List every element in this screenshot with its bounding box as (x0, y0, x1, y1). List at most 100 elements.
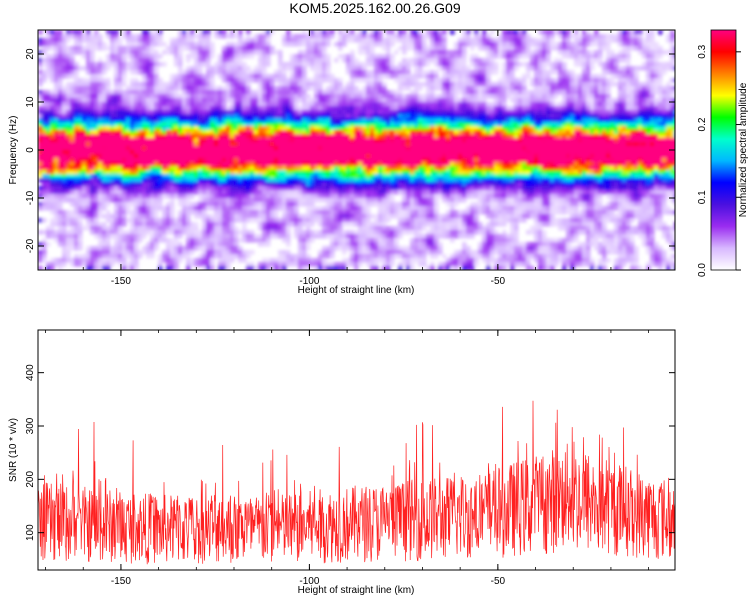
heatmap-cell (350, 58, 355, 63)
heatmap-cell (642, 134, 647, 139)
heatmap-cell (446, 146, 451, 151)
heatmap-cell (502, 90, 507, 95)
heatmap-cell (418, 158, 423, 163)
heatmap-cell (302, 62, 307, 67)
heatmap-cell (254, 46, 259, 51)
heatmap-cell (538, 90, 543, 95)
heatmap-cell (522, 146, 527, 151)
heatmap-cell (602, 90, 607, 95)
heatmap-cell (398, 82, 403, 87)
heatmap-cell (434, 114, 439, 119)
heatmap-cell (578, 74, 583, 79)
heatmap-cell (58, 126, 63, 131)
heatmap-cell (142, 162, 147, 167)
heatmap-cell (78, 50, 83, 55)
heatmap-cell (134, 154, 139, 159)
heatmap-cell (150, 102, 155, 107)
heatmap-cell (530, 118, 535, 123)
heatmap-cell (474, 62, 479, 67)
heatmap-cell (506, 94, 511, 99)
heatmap-cell (234, 166, 239, 171)
heatmap-cell (642, 154, 647, 159)
heatmap-cell (102, 134, 107, 139)
heatmap-cell (102, 118, 107, 123)
heatmap-cell (546, 138, 551, 143)
heatmap-cell (274, 50, 279, 55)
heatmap-cell (106, 114, 111, 119)
heatmap-cell (190, 146, 195, 151)
heatmap-cell (50, 122, 55, 127)
heatmap-cell (110, 146, 115, 151)
heatmap-cell (102, 146, 107, 151)
heatmap-cell (282, 82, 287, 87)
heatmap-cell (358, 106, 363, 111)
heatmap-cell (354, 126, 359, 131)
heatmap-cell (146, 46, 151, 51)
heatmap-cell (566, 98, 571, 103)
heatmap-cell (258, 70, 263, 75)
heatmap-cell (614, 138, 619, 143)
heatmap-cell (482, 162, 487, 167)
heatmap-cell (238, 166, 243, 171)
heatmap-cell (50, 138, 55, 143)
heatmap-cell (410, 78, 415, 83)
heatmap-cell (134, 138, 139, 143)
heatmap-cell (214, 62, 219, 67)
heatmap-cell (54, 118, 59, 123)
heatmap-cell (470, 106, 475, 111)
heatmap-cell (550, 142, 555, 147)
heatmap-cell (54, 106, 59, 111)
heatmap-cell (326, 90, 331, 95)
heatmap-cell (298, 86, 303, 91)
heatmap-cell (410, 82, 415, 87)
heatmap-cell (182, 102, 187, 107)
heatmap-cell (290, 98, 295, 103)
heatmap-cell (486, 42, 491, 47)
heatmap-cell (490, 102, 495, 107)
heatmap-cell (166, 146, 171, 151)
heatmap-cell (394, 38, 399, 43)
heatmap-cell (486, 78, 491, 83)
heatmap-cell (154, 154, 159, 159)
heatmap-cell (234, 142, 239, 147)
heatmap-cell (462, 98, 467, 103)
heatmap-cell (314, 70, 319, 75)
heatmap-cell (170, 78, 175, 83)
heatmap-cell (226, 166, 231, 171)
heatmap-cell (234, 34, 239, 39)
heatmap-cell (502, 146, 507, 151)
heatmap-cell (502, 154, 507, 159)
heatmap-cell (382, 70, 387, 75)
heatmap-cell (194, 102, 199, 107)
heatmap-cell (98, 122, 103, 127)
heatmap-cell (230, 166, 235, 171)
heatmap-cell (130, 106, 135, 111)
heatmap-cell (218, 30, 223, 35)
heatmap-cell (414, 166, 419, 171)
heatmap-cell (594, 54, 599, 59)
heatmap-cell (202, 54, 207, 59)
heatmap-cell (150, 54, 155, 59)
heatmap-cell (554, 150, 559, 155)
heatmap-cell (182, 166, 187, 171)
heatmap-cell (510, 46, 515, 51)
heatmap-cell (618, 158, 623, 163)
heatmap-cell (426, 34, 431, 39)
heatmap-cell (378, 162, 383, 167)
heatmap-cell (38, 106, 43, 111)
heatmap-cell (402, 102, 407, 107)
heatmap-cell (378, 66, 383, 71)
heatmap-cell (306, 38, 311, 43)
heatmap-cell (158, 162, 163, 167)
heatmap-cell (586, 142, 591, 147)
heatmap-cell (394, 114, 399, 119)
heatmap-cell (654, 102, 659, 107)
heatmap-cell (522, 114, 527, 119)
heatmap-cell (426, 30, 431, 35)
heatmap-cell (62, 130, 67, 135)
heatmap-cell (134, 70, 139, 75)
heatmap-cell (450, 82, 455, 87)
heatmap-cell (94, 118, 99, 123)
heatmap-cell (570, 130, 575, 135)
heatmap-cell (566, 110, 571, 115)
